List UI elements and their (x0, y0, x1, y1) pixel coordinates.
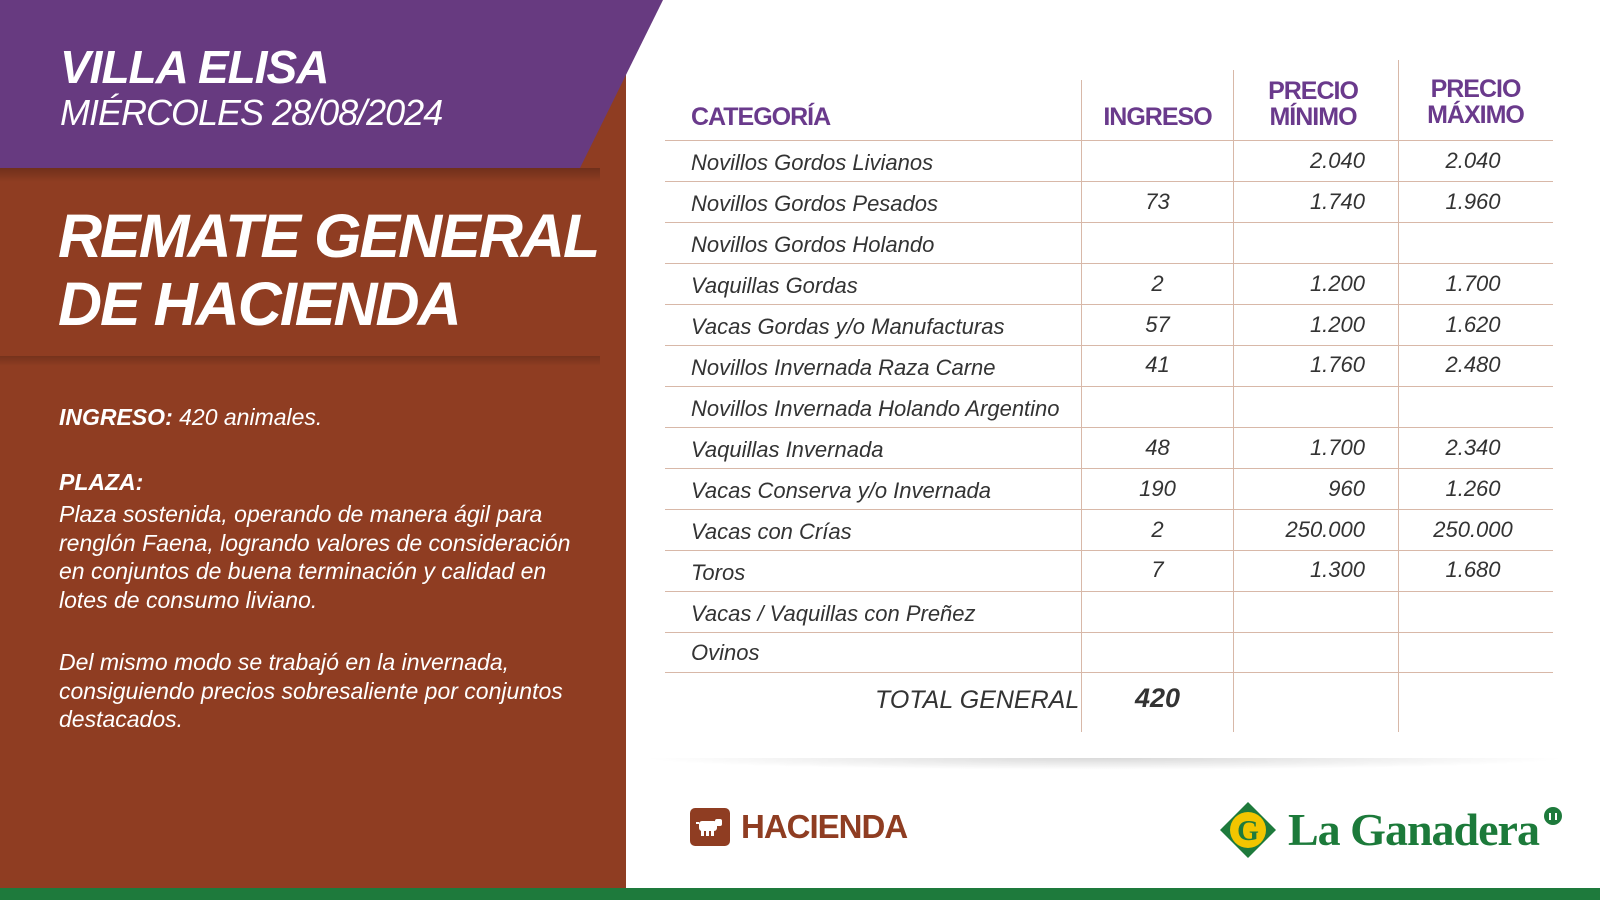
location-title: VILLA ELISA (60, 41, 329, 93)
auction-date: MIÉRCOLES 28/08/2024 (60, 92, 443, 133)
row-categoria: Ovinos (691, 640, 760, 665)
row-rule (665, 672, 1553, 673)
row-precio-max: 2.480 (1445, 352, 1501, 377)
row-rule (665, 550, 1553, 551)
title-line-1: REMATE GENERAL (58, 202, 600, 270)
brand-name: La Ganadera (1288, 804, 1540, 855)
header-precio-maximo: PRECIO MÁXIMO (1398, 76, 1553, 128)
row-ingreso: 73 (1145, 189, 1170, 214)
row-precio-max: 1.700 (1445, 271, 1501, 296)
plaza-paragraph-2: Del mismo modo se trabajó en la invernad… (59, 649, 563, 732)
total-label: TOTAL GENERAL (875, 686, 1080, 714)
row-precio-min: 1.700 (1309, 435, 1365, 460)
cow-icon (690, 808, 730, 846)
title-line-2: DE HACIENDA (58, 270, 462, 338)
row-categoria: Vaquillas Gordas (691, 273, 858, 298)
section-divider (0, 356, 600, 366)
row-ingreso: 7 (1151, 557, 1164, 582)
header-categoria: CATEGORÍA (691, 103, 831, 131)
row-precio-min: 960 (1328, 476, 1365, 501)
row-rule (665, 427, 1553, 428)
row-ingreso: 41 (1145, 352, 1170, 377)
plaza-label: PLAZA: (59, 469, 144, 495)
row-rule (665, 468, 1553, 469)
banner-shadow (0, 168, 600, 182)
logo-letter: G (1237, 816, 1259, 847)
page-title: REMATE GENERAL DE HACIENDA (58, 202, 618, 338)
row-precio-max: 1.960 (1445, 189, 1501, 214)
row-categoria: Novillos Gordos Holando (691, 232, 935, 257)
row-rule (665, 181, 1553, 182)
header-ingreso: INGRESO (1103, 103, 1212, 131)
row-categoria: Vacas Gordas y/o Manufacturas (691, 314, 1005, 339)
row-ingreso: 48 (1145, 435, 1170, 460)
header-rule (665, 140, 1553, 141)
ingreso-summary: INGRESO: 420 animales. (59, 404, 322, 431)
row-categoria: Vacas Conserva y/o Invernada (691, 478, 992, 503)
row-ingreso: 57 (1145, 312, 1170, 337)
row-rule (665, 222, 1553, 223)
header-banner (0, 0, 663, 168)
row-ingreso: 190 (1139, 476, 1176, 501)
row-rule (665, 632, 1553, 633)
row-categoria: Novillos Gordos Livianos (691, 150, 934, 175)
row-precio-min: 2.040 (1309, 148, 1365, 173)
header-precio-minimo-line2: MÍNIMO (1269, 103, 1357, 131)
row-rule (665, 509, 1553, 510)
row-categoria: Vacas / Vaquillas con Preñez (691, 601, 976, 626)
col-divider-3 (1398, 60, 1399, 732)
row-categoria: Novillos Invernada Holando Argentino (691, 396, 1060, 421)
section-label: HACIENDA (741, 808, 908, 845)
row-ingreso: 2 (1151, 271, 1164, 296)
row-ingreso: 2 (1151, 517, 1164, 542)
row-precio-min: 1.200 (1309, 271, 1365, 296)
plaza-paragraph-1: Plaza sostenida, operando de manera ágil… (59, 501, 571, 613)
header-precio-minimo-line1: PRECIO (1268, 77, 1359, 105)
col-divider-2 (1233, 70, 1234, 732)
row-rule (665, 345, 1553, 346)
row-precio-min: 1.740 (1309, 189, 1365, 214)
brand-emblem-icon (1543, 806, 1563, 826)
row-categoria: Toros (691, 560, 746, 585)
row-rule (665, 386, 1553, 387)
row-precio-max: 1.680 (1445, 557, 1501, 582)
header-precio-maximo-line1: PRECIO (1430, 75, 1522, 103)
row-precio-min: 1.200 (1309, 312, 1365, 337)
ingreso-label: INGRESO: (59, 404, 173, 430)
row-precio-max: 2.340 (1445, 435, 1501, 460)
row-precio-max: 1.620 (1445, 312, 1501, 337)
row-precio-max: 250.000 (1433, 517, 1513, 542)
total-value: 420 (1134, 683, 1181, 713)
row-precio-min: 250.000 (1285, 517, 1365, 542)
la-ganadera-logo-mark: G (1218, 800, 1278, 860)
row-precio-max: 1.260 (1445, 476, 1501, 501)
header-precio-maximo-line2: MÁXIMO (1427, 101, 1525, 129)
bottom-bar (0, 888, 1600, 900)
row-categoria: Vaquillas Invernada (691, 437, 884, 462)
row-rule (665, 263, 1553, 264)
ingreso-value: 420 animales. (179, 404, 323, 430)
row-categoria: Vacas con Crías (691, 519, 852, 544)
row-rule (665, 304, 1553, 305)
header-precio-minimo: PRECIO MÍNIMO (1233, 78, 1393, 130)
table-shadow (640, 758, 1570, 770)
row-precio-min: 1.300 (1309, 557, 1365, 582)
row-categoria: Novillos Invernada Raza Carne (691, 355, 996, 380)
row-rule (665, 591, 1553, 592)
row-precio-max: 2.040 (1445, 148, 1501, 173)
row-precio-min: 1.760 (1309, 352, 1365, 377)
col-divider-1 (1081, 80, 1082, 732)
row-categoria: Novillos Gordos Pesados (691, 191, 939, 216)
